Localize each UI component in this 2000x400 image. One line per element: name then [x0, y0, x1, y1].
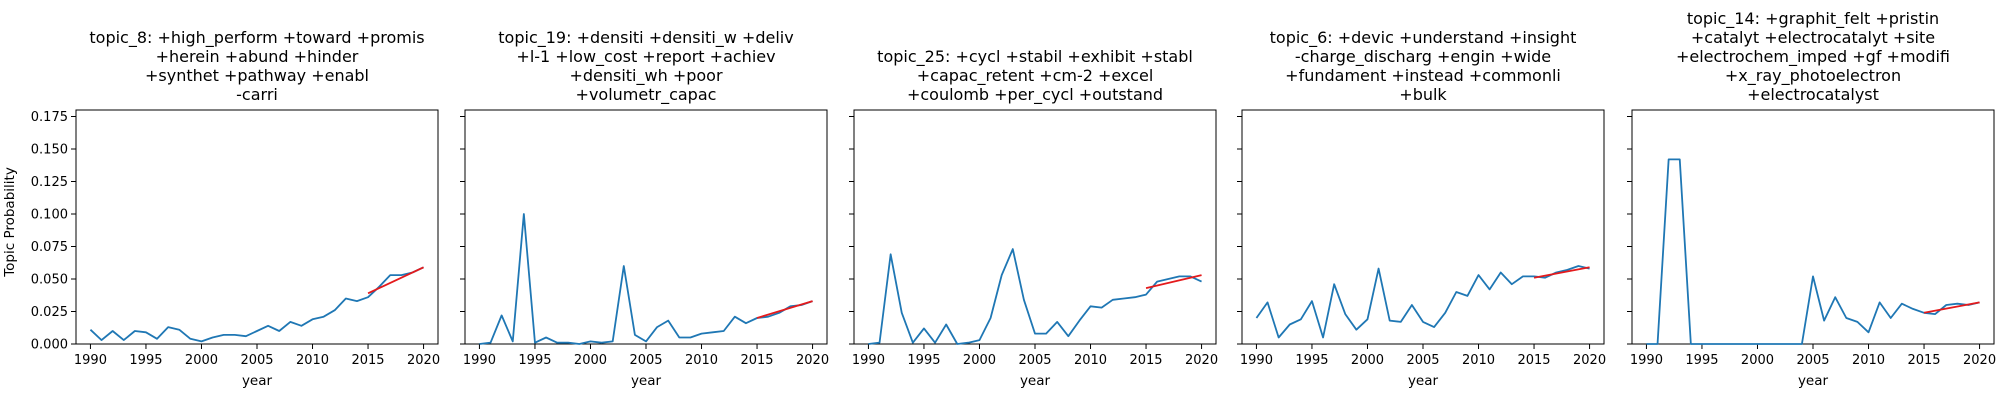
- series-line: [1646, 158, 1980, 345]
- y-tick-label: 0.125: [31, 175, 68, 190]
- x-axis-label: year: [1020, 373, 1051, 389]
- chart-title-line: +volumetr_capac: [576, 85, 717, 105]
- x-tick-label: 2020: [1185, 353, 1218, 368]
- plot-frame: [464, 109, 828, 345]
- chart-title-line: +synthet +pathway +enabl: [145, 66, 369, 85]
- trend-line: [1533, 266, 1590, 279]
- chart-title-line: topic_8: +high_perform +toward +promis: [89, 28, 424, 48]
- x-tick-label: 2005: [629, 353, 662, 368]
- trend-line: [1923, 301, 1980, 314]
- x-axis-label: year: [631, 373, 662, 389]
- chart-title-line: +coulomb +per_cycl +outstand: [907, 85, 1163, 105]
- x-tick-label: 2010: [1462, 353, 1495, 368]
- chart-panel-1: topic_8: +high_perform +toward +promis+h…: [31, 28, 440, 389]
- chart-title-line: +electrochem_imped +gf +modifi: [1676, 47, 1950, 67]
- x-tick-label: 2000: [1741, 353, 1774, 368]
- x-tick-label: 1990: [1630, 353, 1663, 368]
- x-tick-label: 2015: [1129, 353, 1162, 368]
- x-tick-label: 1995: [129, 353, 162, 368]
- y-tick-label: 0.075: [31, 240, 68, 255]
- x-tick-label: 2020: [407, 353, 440, 368]
- x-tick-label: 2005: [240, 353, 273, 368]
- x-tick-label: 2005: [1796, 353, 1829, 368]
- x-tick-label: 1995: [1295, 353, 1328, 368]
- y-tick-label: 0.175: [31, 110, 68, 125]
- x-tick-label: 2010: [1852, 353, 1885, 368]
- x-axis-label: year: [1408, 373, 1439, 389]
- chart-title-line: +x_ray_photoelectron: [1725, 66, 1901, 86]
- x-tick-label: 1990: [1240, 353, 1273, 368]
- chart-title-line: +fundament +instead +commonli: [1285, 66, 1561, 85]
- x-axis-label: year: [242, 373, 273, 389]
- chart-title-line: +electrocatalyst: [1747, 85, 1879, 104]
- plot-frame: [1631, 109, 1995, 345]
- trend-line: [367, 266, 424, 295]
- chart-title-line: +catalyt +electrocatalyt +site: [1691, 28, 1935, 47]
- x-tick-label: 2005: [1406, 353, 1439, 368]
- y-tick-label: 0.150: [31, 143, 68, 158]
- x-tick-label: 2020: [796, 353, 829, 368]
- x-tick-label: 2000: [1351, 353, 1384, 368]
- series-line: [479, 213, 813, 345]
- chart-title-line: -carri: [236, 85, 278, 104]
- x-tick-label: 2015: [351, 353, 384, 368]
- x-tick-label: 2000: [185, 353, 218, 368]
- x-tick-label: 1995: [907, 353, 940, 368]
- chart-title-line: topic_14: +graphit_felt +pristin: [1687, 9, 1939, 29]
- trend-line: [1145, 274, 1202, 289]
- x-tick-label: 1990: [852, 353, 885, 368]
- x-tick-label: 2015: [1517, 353, 1550, 368]
- trend-line: [756, 300, 813, 319]
- x-tick-label: 2020: [1963, 353, 1996, 368]
- x-tick-label: 2015: [740, 353, 773, 368]
- chart-title-line: topic_25: +cycl +stabil +exhibit +stabl: [877, 47, 1193, 67]
- plot-frame: [1241, 109, 1605, 345]
- chart-title-line: +capac_retent +cm-2 +excel: [917, 66, 1154, 86]
- x-tick-label: 2010: [685, 353, 718, 368]
- series-line: [868, 248, 1202, 345]
- chart-panel-5: topic_14: +graphit_felt +pristin+catalyt…: [1627, 9, 1996, 389]
- x-tick-label: 1995: [1685, 353, 1718, 368]
- y-tick-label: 0.050: [31, 273, 68, 288]
- series-line: [89, 266, 424, 343]
- x-tick-label: 1990: [463, 353, 496, 368]
- chart-title-line: -charge_discharg +engin +wide: [1295, 47, 1551, 67]
- x-tick-label: 2000: [963, 353, 996, 368]
- x-tick-label: 2000: [574, 353, 607, 368]
- y-tick-label: 0.100: [31, 208, 68, 223]
- x-tick-label: 2015: [1907, 353, 1940, 368]
- x-tick-label: 1990: [74, 353, 107, 368]
- y-tick-label: 0.025: [31, 305, 68, 320]
- chart-panel-4: topic_6: +devic +understand +insight-cha…: [1237, 28, 1606, 389]
- y-tick-label: 0.000: [31, 338, 68, 353]
- x-tick-label: 2010: [1074, 353, 1107, 368]
- panels: topic_8: +high_perform +toward +promis+h…: [31, 9, 1996, 389]
- chart-title-line: +densiti_wh +poor: [569, 66, 723, 86]
- chart-panel-3: topic_25: +cycl +stabil +exhibit +stabl+…: [849, 47, 1218, 389]
- x-tick-label: 1995: [518, 353, 551, 368]
- chart-title-line: topic_6: +devic +understand +insight: [1270, 28, 1577, 48]
- chart-panel-2: topic_19: +densiti +densiti_w +deliv+l-1…: [460, 28, 829, 389]
- x-tick-label: 2010: [296, 353, 329, 368]
- chart-title-line: +l-1 +low_cost +report +achiev: [516, 47, 775, 67]
- chart-title-line: +bulk: [1399, 85, 1447, 104]
- x-tick-label: 2005: [1018, 353, 1051, 368]
- chart-title-line: +herein +abund +hinder: [156, 47, 359, 66]
- x-axis-label: year: [1798, 373, 1829, 389]
- chart-title-line: topic_19: +densiti +densiti_w +deliv: [498, 28, 793, 48]
- y-axis-label: Topic Probability: [2, 167, 18, 278]
- plot-frame: [853, 109, 1217, 345]
- x-tick-label: 2020: [1573, 353, 1606, 368]
- plot-frame: [75, 109, 439, 345]
